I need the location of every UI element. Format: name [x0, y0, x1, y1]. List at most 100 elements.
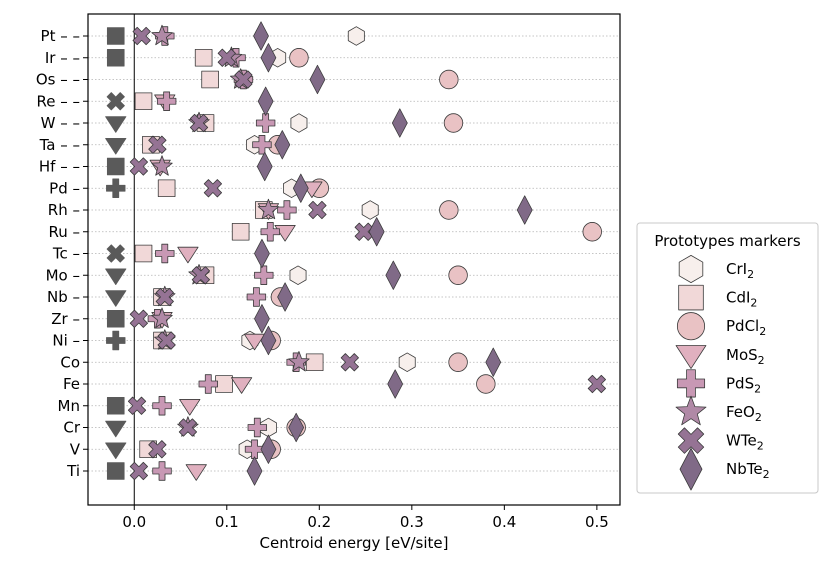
y-tick-label-rh: Rh –	[48, 201, 80, 219]
x-tick-label: 0.2	[307, 513, 331, 531]
legend-marker-cdi2	[678, 284, 704, 311]
point-mos2-tc	[177, 246, 199, 264]
grid-lines	[88, 35, 620, 472]
y-tick-label-tc: Tc –	[52, 245, 80, 263]
point-wte2-cr	[178, 418, 198, 437]
point-nbte2-ni	[260, 325, 277, 356]
y-tick-label-ti: Ti	[66, 462, 80, 480]
point-pds2-ti	[152, 461, 172, 481]
ground-state-marker-re	[106, 92, 125, 111]
point-nbte2-mo	[385, 260, 402, 290]
point-wte2-mo	[191, 266, 210, 285]
x-axis-ticks: 0.0 0.1 0.2 0.3 0.4 0.5	[122, 505, 609, 531]
plot-frame	[87, 13, 621, 506]
data-markers	[105, 21, 606, 486]
ground-state-marker-ti	[106, 462, 125, 480]
point-nbte2-hf	[256, 151, 273, 182]
point-pds2-tc	[155, 243, 175, 264]
legend-marker-cri2	[678, 254, 704, 284]
point-nbte2-rh	[516, 195, 533, 225]
point-nbte2-re	[257, 86, 274, 116]
point-pds2-mo	[254, 265, 274, 285]
point-cdi2-os	[201, 70, 219, 89]
point-nbte2-ru	[368, 217, 385, 247]
legend-marker-nbte2	[679, 447, 703, 491]
y-axis-ticks: Pt – – Ir – – Os – – Re – – W – – Ta – – Hf – …	[36, 27, 88, 480]
point-cdi2-co	[305, 353, 324, 372]
legend-marker-wte2	[677, 427, 705, 454]
y-tick-label-ni: Ni –	[52, 332, 80, 350]
legend-marker-pdcl2	[676, 312, 706, 341]
y-tick-label-w: W – –	[41, 114, 80, 132]
point-feo2-rh	[257, 198, 280, 220]
point-wte2-zr	[129, 309, 148, 328]
y-tick-label-mn: Mn	[58, 397, 80, 415]
point-pds2-v	[244, 439, 265, 459]
y-tick-label-pt: Pt – –	[41, 27, 80, 45]
point-pds2-rh	[277, 200, 297, 220]
point-nbte2-v	[260, 434, 277, 464]
point-cri2-w	[290, 113, 308, 133]
ground-state-marker-v	[105, 442, 127, 460]
legend-label: MoS2	[726, 346, 765, 367]
ground-state-marker-mo	[105, 268, 127, 286]
ground-state-marker-nb	[105, 290, 127, 307]
point-feo2-pt	[151, 24, 173, 46]
y-tick-label-pd: Pd –	[49, 179, 80, 197]
point-nbte2-tc	[254, 238, 270, 269]
x-tick-label: 0.0	[122, 513, 146, 531]
point-cdi2-pd	[157, 179, 176, 198]
ground-state-marker-pt	[106, 27, 125, 45]
point-nbte2-w	[391, 108, 408, 138]
point-nbte2-cr	[288, 412, 305, 443]
point-pds2-ru	[260, 222, 280, 242]
point-cdi2-re	[134, 92, 153, 111]
point-nbte2-ta	[274, 130, 291, 160]
ground-state-marker-mn	[106, 396, 125, 415]
y-tick-label-mo: Mo –	[46, 266, 80, 284]
point-nbte2-zr	[254, 304, 270, 334]
point-wte2-v	[148, 440, 167, 459]
legend-marker-feo2	[675, 395, 707, 426]
legend-label: CdI2	[726, 289, 757, 310]
point-wte2-ti	[129, 461, 148, 481]
point-cri2-pt	[347, 26, 365, 46]
ground-state-marker-pd	[106, 178, 126, 198]
point-wte2-ir	[217, 48, 236, 67]
point-wte2-ta	[148, 135, 167, 154]
point-nbte2-pt	[253, 21, 269, 51]
point-cdi2-fe	[215, 375, 233, 393]
ground-state-marker-ir	[106, 48, 125, 67]
point-pds2-fe	[198, 374, 218, 394]
point-nbte2-fe	[387, 369, 404, 399]
legend-label: PdS2	[726, 374, 761, 395]
ground-state-marker-cr	[105, 420, 127, 438]
legend-marker-pds2	[676, 369, 706, 398]
y-tick-label-ru: Ru –	[48, 223, 80, 241]
point-wte2-os	[234, 70, 253, 89]
point-pdcl2-w	[443, 113, 464, 133]
point-nbte2-ir	[260, 43, 277, 73]
point-pds2-cr	[247, 417, 268, 438]
point-nbte2-pd	[292, 173, 309, 203]
y-tick-label-os: Os – –	[36, 71, 80, 89]
point-wte2-w	[189, 113, 209, 133]
legend-label: FeO2	[726, 403, 762, 424]
ground-state-marker-hf	[106, 157, 125, 176]
legend-label: WTe2	[726, 432, 764, 453]
legend-label: CrI2	[726, 260, 754, 281]
point-nbte2-ti	[246, 456, 263, 486]
y-tick-label-ta: Ta – –	[39, 136, 80, 154]
ground-state-marker-tc	[106, 244, 125, 263]
ground-state-marker-ni	[106, 330, 126, 351]
point-wte2-ni	[157, 331, 176, 350]
x-tick-label: 0.1	[215, 513, 239, 531]
point-wte2-co	[340, 353, 359, 372]
point-feo2-hf	[151, 155, 173, 176]
legend-marker-mos2	[675, 345, 707, 369]
point-pdcl2-rh	[439, 200, 459, 220]
point-wte2-rh	[308, 200, 327, 220]
point-pdcl2-co	[448, 352, 468, 372]
ground-state-marker-ta	[105, 138, 127, 155]
